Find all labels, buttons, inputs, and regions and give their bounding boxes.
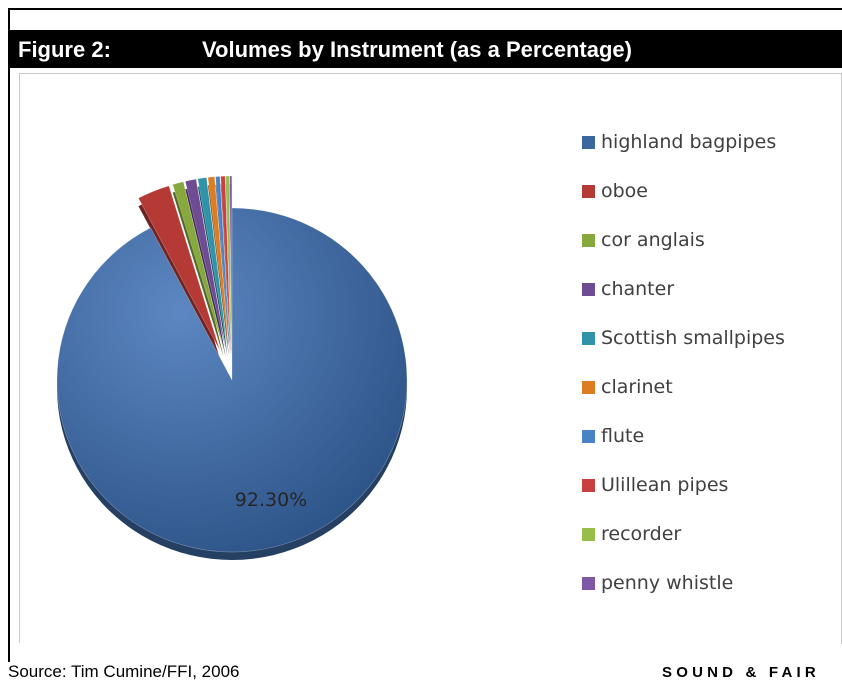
- legend-item-recorder: recorder: [582, 519, 681, 549]
- legend-swatch: [582, 478, 595, 492]
- pie-slice-side-ulillean-pipes: [220, 184, 231, 357]
- pie-slice-chanter: [184, 178, 226, 349]
- legend-label: recorder: [601, 523, 682, 545]
- legend-label: penny whistle: [601, 572, 734, 594]
- data-label-highland-bagpipes: 92.30%: [235, 489, 307, 511]
- pie-slice-oboe: [138, 185, 221, 351]
- figure-frame: [8, 8, 842, 662]
- brand-logo-text: SOUND & FAIR: [662, 664, 820, 681]
- legend-swatch: [582, 527, 595, 541]
- legend-swatch: [582, 380, 595, 394]
- legend-label: Ulillean pipes: [601, 474, 729, 496]
- figure-title-bar: Figure 2: Volumes by Instrument (as a Pe…: [10, 30, 842, 68]
- legend-item-chanter: chanter: [582, 274, 674, 304]
- pie-slice-side-scottish-smallpipes: [197, 185, 228, 357]
- pie-slice-recorder: [225, 175, 232, 349]
- pie-slice-scottish-smallpipes: [197, 177, 228, 349]
- legend-item-oboe: oboe: [582, 176, 648, 206]
- pie-slice-side-recorder: [225, 184, 232, 357]
- source-note: Source: Tim Cumine/FFI, 2006: [8, 662, 240, 681]
- figure-title: Volumes by Instrument (as a Percentage): [202, 37, 632, 62]
- pie-slice-side-clarinet: [207, 184, 229, 357]
- pie-slice-side-chanter: [185, 187, 226, 357]
- figure-label: Figure 2:: [18, 37, 111, 62]
- pie-slice-flute: [215, 176, 231, 349]
- legend-item-ulillean-pipes: Ulillean pipes: [582, 470, 728, 500]
- pie-slice-highland-bagpipes: [56, 207, 408, 553]
- pie-slice-clarinet: [207, 176, 230, 349]
- legend-label: highland bagpipes: [601, 131, 777, 153]
- pie-slice-penny-whistle: [229, 175, 233, 349]
- chart-area: 92.30%: [19, 73, 842, 644]
- pie-slice-ulillean-pipes: [220, 175, 231, 349]
- legend-swatch: [582, 576, 595, 590]
- legend-label: cor anglais: [601, 229, 705, 251]
- legend-item-clarinet: clarinet: [582, 372, 673, 402]
- legend-item-highland-bagpipes: highland bagpipes: [582, 127, 776, 157]
- legend-swatch: [582, 429, 595, 443]
- legend-swatch: [582, 233, 595, 247]
- legend-swatch: [582, 282, 595, 296]
- legend-label: oboe: [601, 180, 648, 202]
- legend-item-flute: flute: [582, 421, 644, 451]
- legend-swatch: [582, 184, 595, 198]
- legend-item-penny-whistle: penny whistle: [582, 568, 733, 598]
- pie-slice-side-cor-anglais: [172, 189, 224, 358]
- pie-slice-side-flute: [215, 184, 230, 357]
- pie-top-layer: [56, 175, 408, 553]
- legend-label: flute: [601, 425, 645, 447]
- legend-item-cor-anglais: cor anglais: [582, 225, 705, 255]
- legend-label: chanter: [601, 278, 675, 300]
- legend-swatch: [582, 331, 595, 345]
- legend-swatch: [582, 135, 595, 149]
- legend-label: Scottish smallpipes: [601, 327, 785, 349]
- pie-slice-cor-anglais: [172, 181, 224, 350]
- pie-chart: 92.30%: [56, 175, 408, 560]
- legend-item-scottish-smallpipes: Scottish smallpipes: [582, 323, 785, 353]
- legend-label: clarinet: [601, 376, 673, 398]
